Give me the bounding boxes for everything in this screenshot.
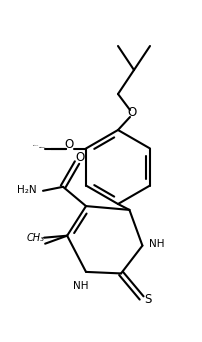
Text: O: O: [127, 106, 137, 119]
Text: H₂N: H₂N: [17, 185, 37, 195]
Text: O: O: [64, 138, 74, 151]
Text: methoxy: methoxy: [40, 147, 46, 148]
Text: O: O: [75, 151, 85, 164]
Text: S: S: [144, 293, 151, 306]
Text: methoxy: methoxy: [33, 145, 39, 146]
Text: NH: NH: [149, 239, 164, 249]
Text: methoxy: methoxy: [39, 147, 45, 148]
Text: CH₃: CH₃: [26, 233, 44, 243]
Text: NH: NH: [73, 281, 89, 291]
